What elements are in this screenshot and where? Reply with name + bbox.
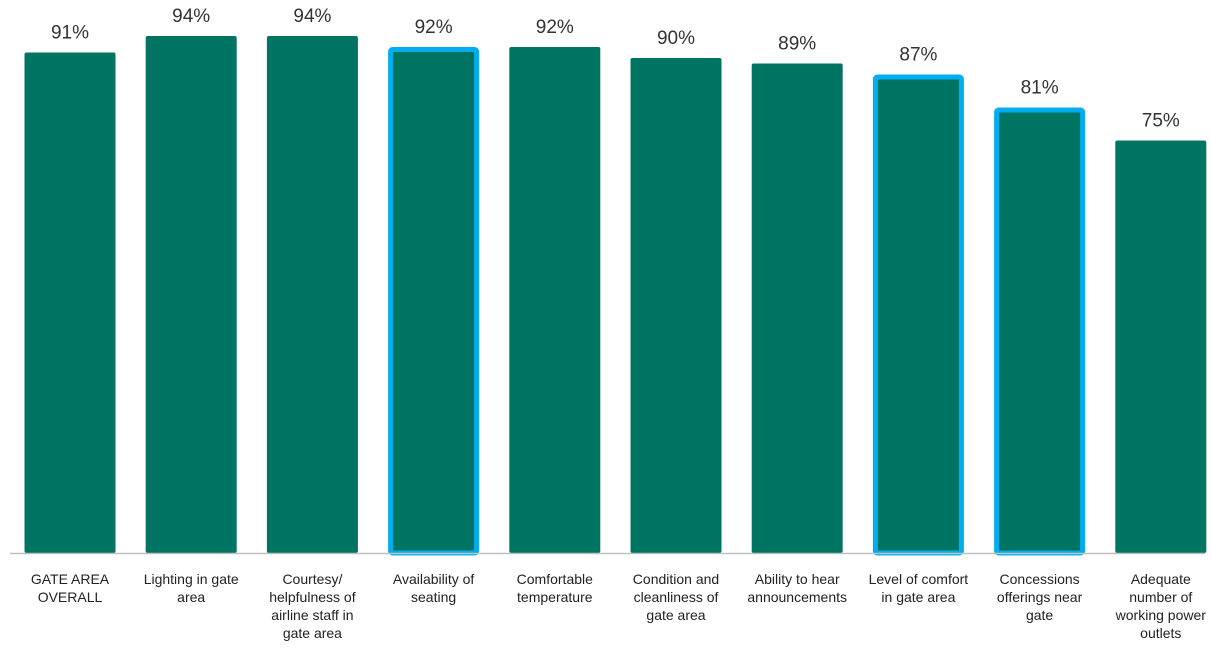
category-label: Comfortable temperature: [517, 571, 593, 605]
category-label: Condition and cleanliness of gate area: [633, 571, 719, 623]
category-label: Lighting in gate area: [144, 571, 239, 605]
bar: [509, 47, 601, 553]
bar: [751, 63, 843, 553]
category-label-line: Adequate: [1131, 571, 1191, 587]
category-label: Ability to hear announcements: [747, 571, 847, 605]
bar: [145, 36, 237, 553]
category-label-line: Level of comfort: [869, 571, 969, 587]
category-label-line: area: [177, 589, 205, 605]
category-label: Availability of seating: [393, 571, 475, 605]
bar: [24, 52, 116, 553]
bar-value-label: 92%: [415, 17, 453, 38]
category-label-line: Courtesy/: [282, 571, 342, 587]
bar-value-label: 87%: [899, 45, 937, 66]
category-label: Level of comfort in gate area: [869, 571, 969, 605]
category-label-line: Availability of: [393, 571, 475, 587]
category-label-line: in gate area: [881, 589, 955, 605]
bar-value-label: 90%: [657, 28, 695, 49]
bar: [994, 107, 1086, 556]
bar: [630, 58, 722, 553]
bar: [872, 74, 964, 556]
bar-value-label: 81%: [1021, 78, 1059, 99]
category-label: Courtesy/helpfulness of airline staff in g…: [269, 571, 356, 641]
category-label-line: gate area: [283, 625, 342, 641]
bar-value-label: 94%: [172, 6, 210, 27]
category-label-group: GATE AREA OVERALL Lighting in gate area Cour…: [31, 571, 1206, 641]
bar-group: [24, 36, 1207, 556]
bar-value-label: 92%: [536, 17, 574, 38]
bar: [388, 47, 480, 556]
category-label-line: cleanliness of: [634, 589, 719, 605]
category-label-line: OVERALL: [38, 589, 103, 605]
category-label-line: seating: [411, 589, 456, 605]
bar: [266, 36, 358, 553]
category-label-line: offerings near: [997, 589, 1083, 605]
category-label-line: Condition and: [633, 571, 719, 587]
category-label-line: Ability to hear: [755, 571, 840, 587]
category-label-line: outlets: [1140, 625, 1181, 641]
category-label-line: helpfulness of: [269, 589, 356, 605]
category-label-line: airline staff in: [271, 607, 353, 623]
category-label: GATE AREA OVERALL: [31, 571, 110, 605]
category-label-line: Comfortable: [517, 571, 593, 587]
category-label: Concessions offerings near gate: [997, 571, 1083, 623]
category-label-line: working power: [1115, 607, 1207, 623]
category-label-line: number of: [1129, 589, 1192, 605]
category-label-line: gate: [1026, 607, 1053, 623]
category-label-line: GATE AREA: [31, 571, 110, 587]
bar: [1115, 140, 1207, 553]
bar-value-label: 75%: [1142, 111, 1180, 132]
category-label-line: gate area: [646, 607, 705, 623]
bar-value-label: 89%: [778, 34, 816, 55]
bar-value-label: 91%: [51, 23, 89, 44]
category-label-line: temperature: [517, 589, 593, 605]
category-label-line: Concessions: [1000, 571, 1080, 587]
value-label-group: 91% 94% 94% 92% 92% 90% 89% 87% 81% 75%: [51, 6, 1180, 132]
bar-value-label: 94%: [293, 6, 331, 27]
category-label: Adequate number of working power outlets: [1115, 571, 1207, 641]
category-label-line: Lighting in gate: [144, 571, 239, 587]
category-label-line: announcements: [747, 589, 847, 605]
